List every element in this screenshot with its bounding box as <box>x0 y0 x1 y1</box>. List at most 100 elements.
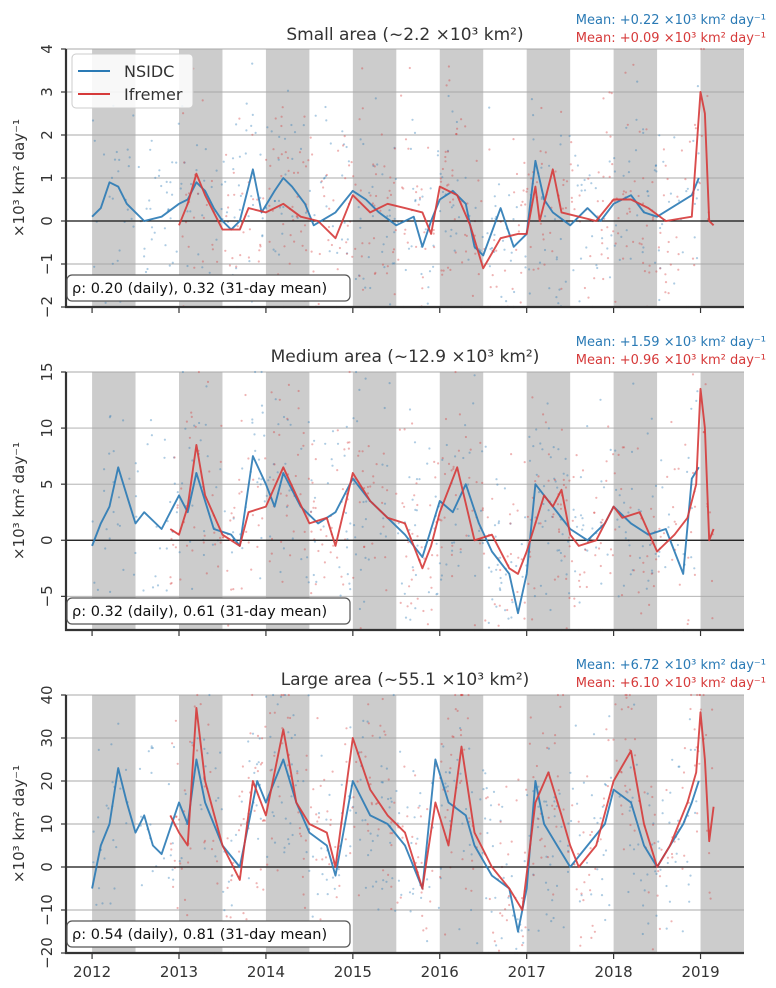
daily-point <box>581 469 585 472</box>
daily-point <box>416 837 419 840</box>
daily-point <box>612 230 615 233</box>
daily-point <box>469 448 472 451</box>
daily-point <box>581 517 584 520</box>
daily-point <box>548 164 551 167</box>
daily-point <box>191 587 194 591</box>
daily-point <box>485 797 488 800</box>
daily-point <box>600 253 603 256</box>
daily-point <box>544 421 548 424</box>
daily-point <box>183 161 186 164</box>
daily-point <box>308 869 311 873</box>
daily-point <box>459 551 462 554</box>
daily-point <box>431 869 434 873</box>
daily-point <box>662 532 666 535</box>
daily-point <box>411 566 414 569</box>
daily-point <box>620 235 623 238</box>
daily-point <box>454 370 457 374</box>
daily-point <box>304 211 308 214</box>
daily-point <box>482 552 486 555</box>
daily-point <box>394 229 397 232</box>
daily-point <box>284 462 287 465</box>
daily-point <box>494 896 497 899</box>
daily-point <box>689 874 692 877</box>
daily-point <box>260 404 264 407</box>
daily-point <box>264 725 267 728</box>
daily-point <box>437 906 440 910</box>
daily-point <box>459 728 462 732</box>
daily-point <box>384 733 387 736</box>
daily-point <box>648 264 651 267</box>
daily-point <box>545 800 548 803</box>
daily-point <box>690 693 693 697</box>
daily-point <box>606 785 610 788</box>
daily-point <box>377 908 380 911</box>
daily-point <box>624 537 627 540</box>
daily-point <box>268 187 271 190</box>
daily-point <box>530 177 533 180</box>
daily-point <box>314 583 317 586</box>
daily-point <box>105 528 108 531</box>
daily-point <box>438 562 441 565</box>
daily-point <box>492 931 495 934</box>
daily-point <box>681 786 684 789</box>
daily-point <box>439 867 442 870</box>
daily-point <box>124 768 128 772</box>
daily-point <box>336 469 339 472</box>
daily-point <box>151 870 154 873</box>
daily-point <box>509 522 512 525</box>
daily-point <box>416 185 419 188</box>
daily-point <box>341 174 344 177</box>
daily-point <box>553 807 556 811</box>
daily-point <box>658 550 661 554</box>
shaded-span <box>613 372 658 630</box>
daily-point <box>367 722 370 725</box>
daily-point <box>151 746 154 750</box>
daily-point <box>340 575 343 578</box>
daily-point <box>199 439 202 442</box>
daily-point <box>236 225 239 228</box>
daily-point <box>693 764 697 767</box>
daily-point <box>615 488 618 491</box>
y-axis-label: ×10³ km² day⁻¹ <box>10 442 28 560</box>
daily-point <box>382 452 385 455</box>
daily-point <box>505 300 508 303</box>
daily-point <box>418 198 421 201</box>
daily-point <box>498 587 501 590</box>
daily-point <box>359 627 362 630</box>
daily-point <box>500 581 503 585</box>
daily-point <box>175 250 178 253</box>
daily-point <box>571 804 574 807</box>
daily-point <box>606 553 609 556</box>
daily-point <box>532 114 535 117</box>
daily-point <box>169 582 172 585</box>
daily-point <box>107 807 110 810</box>
daily-point <box>270 837 273 840</box>
daily-point <box>564 280 567 283</box>
daily-point <box>288 842 291 845</box>
daily-point <box>167 876 170 880</box>
daily-point <box>585 585 588 589</box>
daily-point <box>390 907 393 911</box>
daily-point <box>628 160 631 163</box>
daily-point <box>366 720 369 723</box>
daily-point <box>406 806 409 809</box>
daily-point <box>342 143 346 146</box>
daily-point <box>320 180 323 183</box>
daily-point <box>338 884 341 888</box>
daily-point <box>261 737 264 740</box>
daily-point <box>620 771 623 774</box>
daily-point <box>279 492 282 495</box>
daily-point <box>383 406 386 410</box>
daily-point <box>516 509 519 512</box>
daily-point <box>182 112 185 115</box>
daily-point <box>206 380 210 383</box>
daily-point <box>137 165 140 169</box>
daily-point <box>497 520 501 523</box>
daily-point <box>229 916 232 919</box>
daily-point <box>551 515 554 518</box>
daily-point <box>479 832 482 835</box>
daily-point <box>456 709 459 713</box>
daily-point <box>495 249 498 252</box>
daily-point <box>655 170 658 173</box>
daily-point <box>636 447 639 450</box>
